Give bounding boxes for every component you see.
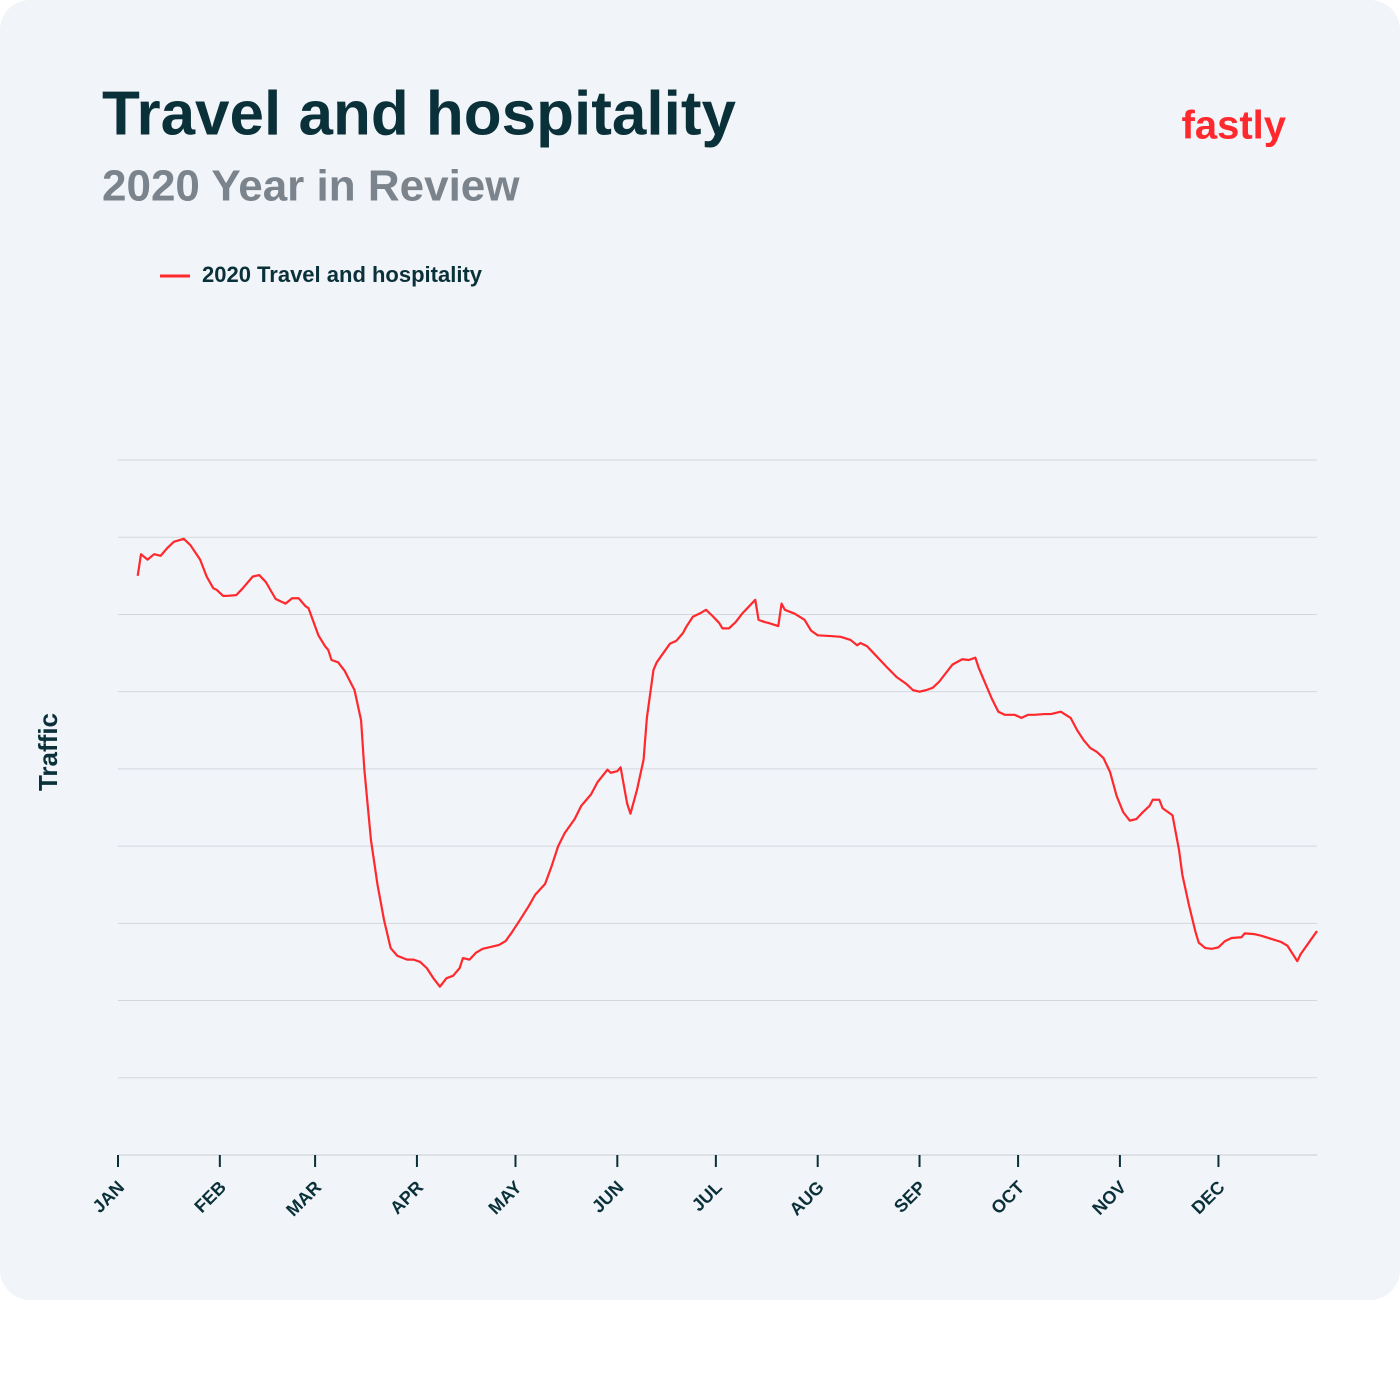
y-axis-label: Traffic [33, 713, 63, 791]
logo: fastly [1182, 104, 1287, 148]
series-line [136, 537, 1318, 988]
legend-label: 2020 Travel and hospitality [202, 262, 483, 287]
card-background [0, 0, 1400, 1300]
chart-title: Travel and hospitality [102, 79, 736, 148]
chart-subtitle: 2020 Year in Review [102, 162, 520, 211]
